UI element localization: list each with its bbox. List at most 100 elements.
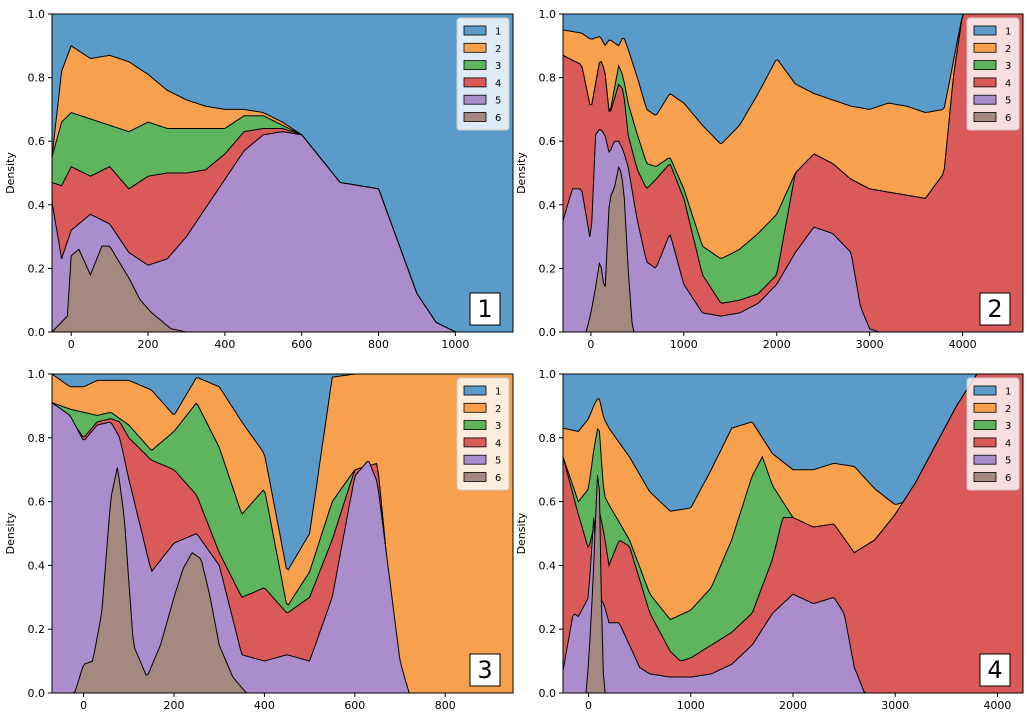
y-tick-label: 0.4 xyxy=(539,559,557,572)
area-series-5 xyxy=(563,517,1023,693)
legend-label-3: 3 xyxy=(495,421,501,432)
y-tick-label: 0.4 xyxy=(28,559,46,572)
y-tick-label: 0.0 xyxy=(539,326,557,339)
legend-label-2: 2 xyxy=(1005,44,1011,55)
legend-swatch-2 xyxy=(463,42,487,53)
boundary-line-2 xyxy=(52,374,513,571)
legend-label-1: 1 xyxy=(1005,387,1011,398)
legend-swatch-2 xyxy=(973,42,997,53)
legend-label-4: 4 xyxy=(495,438,501,449)
boundary-line-3 xyxy=(52,402,513,693)
legend-swatch-5 xyxy=(463,94,487,105)
panel-1: 0 200 400 600 800 1000 0.0 0.2 0.4 0.6 0.8 1.0 Densi… xyxy=(4,8,514,351)
y-axis-label: Density xyxy=(515,512,528,554)
legend: 1 2 3 4 5 6 xyxy=(966,17,1020,131)
y-tick-label: 0.2 xyxy=(539,262,557,275)
y-tick-label: 0.2 xyxy=(539,623,557,636)
boundary-line-2 xyxy=(563,14,1023,145)
boundary-line-6 xyxy=(52,245,513,332)
area-series-6 xyxy=(52,246,513,332)
area-series-6 xyxy=(52,467,513,693)
legend-label-4: 4 xyxy=(1005,438,1011,449)
legend-label-3: 3 xyxy=(1005,421,1011,432)
boundary-line-4 xyxy=(563,14,1023,304)
boundary-line-5 xyxy=(563,517,1023,693)
y-tick-label: 0.0 xyxy=(28,687,46,700)
legend-swatch-4 xyxy=(973,437,997,448)
boundary-line-6 xyxy=(52,467,513,693)
x-tick-label: 0 xyxy=(68,338,75,351)
panel-number-box xyxy=(469,292,501,326)
y-tick-label: 0.2 xyxy=(28,623,46,636)
legend-label-2: 2 xyxy=(1005,404,1011,415)
x-tick-label: 800 xyxy=(368,338,389,351)
y-axis-label: Density xyxy=(4,152,17,194)
x-tick-label: 2000 xyxy=(779,699,807,712)
x-tick-label: 0 xyxy=(80,699,87,712)
boundary-line-5 xyxy=(563,128,1023,332)
legend-label-3: 3 xyxy=(1005,61,1011,72)
legend-label-2: 2 xyxy=(495,44,501,55)
legend-label-5: 5 xyxy=(1005,96,1011,107)
legend-label-5: 5 xyxy=(495,96,501,107)
y-tick-label: 0.0 xyxy=(539,687,557,700)
y-tick-label: 0.6 xyxy=(28,135,46,148)
y-tick-label: 0.4 xyxy=(28,199,46,212)
y-tick-label: 0.6 xyxy=(539,496,557,509)
x-tick-label: 600 xyxy=(291,338,312,351)
panel-4: 0 1000 2000 3000 4000 0.0 0.2 0.4 0.6 0.8 1.0 Densi… xyxy=(515,368,1024,712)
x-tick-label: 2000 xyxy=(763,338,791,351)
legend-swatch-6 xyxy=(463,472,487,482)
y-tick-label: 1.0 xyxy=(28,368,46,381)
panel-number-box xyxy=(979,292,1011,326)
x-tick-label: 1000 xyxy=(670,338,698,351)
legend-swatch-4 xyxy=(463,77,487,88)
y-tick-label: 1.0 xyxy=(539,8,557,21)
x-tick-label: 1000 xyxy=(677,699,705,712)
x-tick-label: 200 xyxy=(164,699,185,712)
boundary-line-4 xyxy=(52,402,513,693)
legend-swatch-1 xyxy=(463,25,487,36)
y-tick-label: 0.4 xyxy=(539,199,557,212)
y-axis-label: Density xyxy=(4,512,17,554)
y-tick-label: 1.0 xyxy=(28,8,46,21)
y-tick-label: 0.0 xyxy=(28,326,46,339)
x-tick-label: 600 xyxy=(344,699,365,712)
panel-3: 0 200 400 600 800 0.0 0.2 0.4 0.6 0.8 1.0 Density 1 2… xyxy=(4,368,514,712)
legend-label-4: 4 xyxy=(495,78,501,89)
area-series-5 xyxy=(52,131,513,332)
plot-frame xyxy=(51,373,514,694)
plot-frame xyxy=(51,13,514,333)
legend-swatch-4 xyxy=(463,437,487,448)
legend-swatch-2 xyxy=(973,402,997,413)
y-tick-label: 0.2 xyxy=(28,262,46,275)
y-axis-label: Density xyxy=(515,152,528,194)
legend-swatch-5 xyxy=(973,454,997,465)
boundary-line-5 xyxy=(52,131,513,332)
x-tick-label: 800 xyxy=(435,699,456,712)
legend-swatch-6 xyxy=(973,472,997,482)
y-tick-label: 0.8 xyxy=(539,72,557,85)
legend-label-6: 6 xyxy=(495,473,501,484)
legend-label-3: 3 xyxy=(495,61,501,72)
panel-number: 3 xyxy=(477,656,492,684)
legend-swatch-1 xyxy=(973,25,997,36)
legend-swatch-6 xyxy=(463,112,487,122)
panel-2: 0 1000 2000 3000 4000 0.0 0.2 0.4 0.6 0.8 1.0 Densi… xyxy=(515,8,1024,351)
legend-swatch-1 xyxy=(463,385,487,396)
panel-number: 2 xyxy=(987,295,1002,323)
legend-swatch-6 xyxy=(973,112,997,122)
panel-number: 1 xyxy=(477,295,492,323)
x-tick-label: 400 xyxy=(214,338,235,351)
x-tick-label: 400 xyxy=(254,699,275,712)
legend-swatch-3 xyxy=(463,60,487,70)
legend-label-2: 2 xyxy=(495,404,501,415)
x-tick-label: 1000 xyxy=(441,338,469,351)
legend-swatch-5 xyxy=(463,454,487,465)
legend-swatch-1 xyxy=(973,385,997,396)
plot-frame xyxy=(562,13,1024,333)
boundary-line-5 xyxy=(52,402,513,693)
legend-swatch-5 xyxy=(973,94,997,105)
area-series-6 xyxy=(563,167,1023,332)
